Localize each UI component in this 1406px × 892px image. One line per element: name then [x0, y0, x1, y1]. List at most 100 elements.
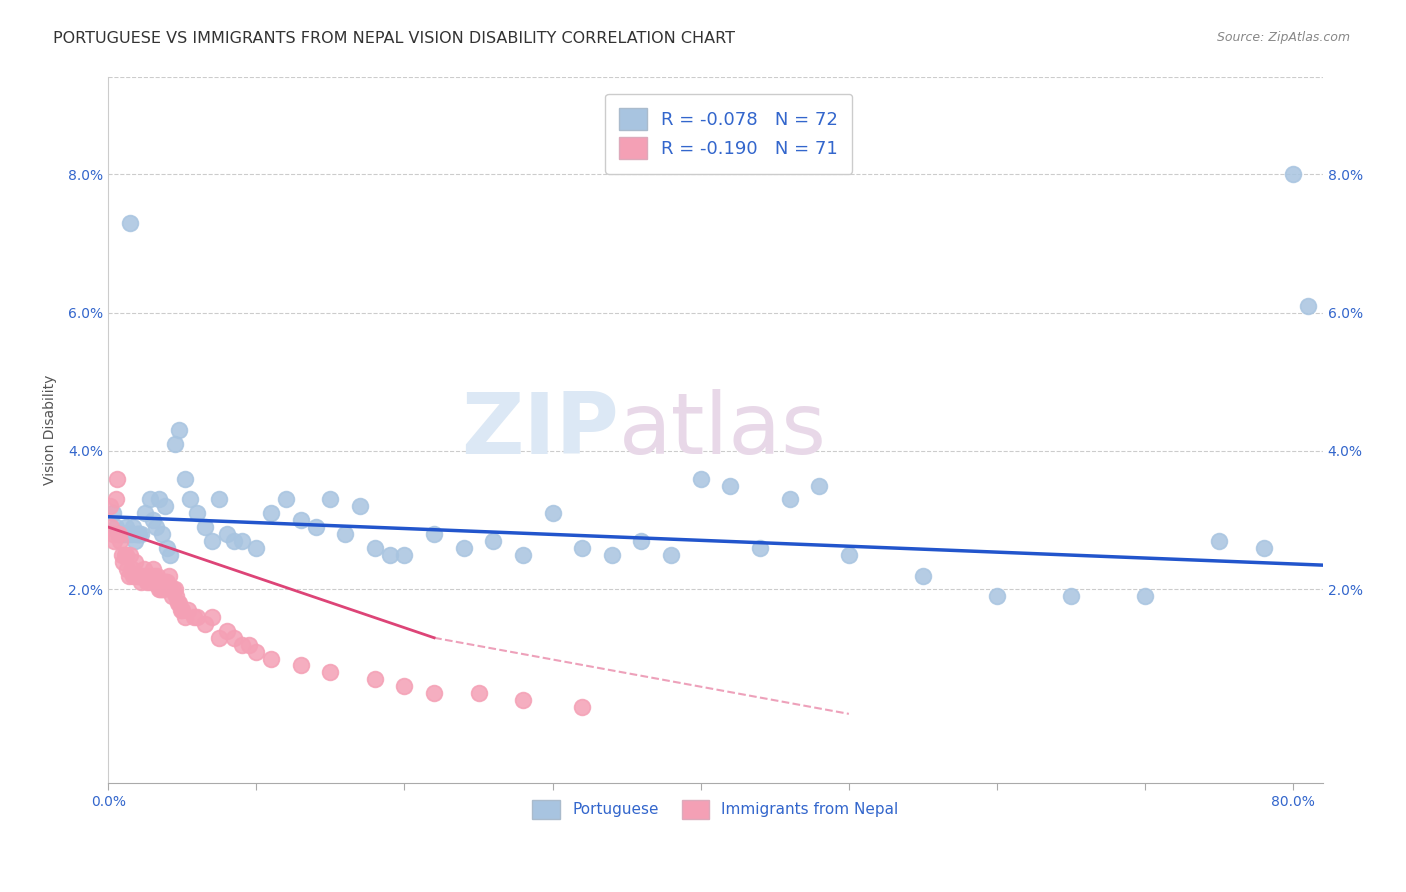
Point — [193, 616, 215, 631]
Point — [238, 638, 260, 652]
Point — [148, 492, 170, 507]
Point — [423, 686, 446, 700]
Point — [108, 527, 131, 541]
Point — [166, 596, 188, 610]
Point — [304, 520, 326, 534]
Point — [118, 568, 141, 582]
Point — [394, 548, 416, 562]
Point — [378, 548, 401, 562]
Point — [104, 520, 127, 534]
Point — [423, 527, 446, 541]
Point — [453, 541, 475, 555]
Point — [159, 548, 181, 562]
Point — [135, 575, 157, 590]
Point — [512, 693, 534, 707]
Point — [208, 492, 231, 507]
Point — [319, 492, 342, 507]
Point — [260, 506, 283, 520]
Point — [162, 582, 184, 597]
Point — [120, 548, 142, 562]
Point — [124, 533, 146, 548]
Point — [129, 527, 152, 541]
Point — [600, 548, 623, 562]
Point — [152, 582, 174, 597]
Point — [571, 700, 593, 714]
Point — [201, 533, 224, 548]
Point — [183, 610, 205, 624]
Point — [120, 216, 142, 230]
Point — [1060, 589, 1083, 603]
Point — [114, 548, 136, 562]
Point — [156, 541, 179, 555]
Point — [155, 575, 177, 590]
Point — [179, 492, 201, 507]
Point — [107, 527, 129, 541]
Point — [231, 533, 253, 548]
Point — [170, 603, 193, 617]
Point — [142, 561, 165, 575]
Point — [122, 568, 145, 582]
Point — [260, 651, 283, 665]
Point — [129, 575, 152, 590]
Point — [163, 582, 186, 597]
Point — [186, 506, 208, 520]
Point — [128, 527, 150, 541]
Point — [125, 568, 148, 582]
Point — [1253, 541, 1275, 555]
Point — [165, 589, 187, 603]
Point — [749, 541, 772, 555]
Point — [174, 610, 197, 624]
Point — [986, 589, 1008, 603]
Point — [149, 582, 172, 597]
Point — [808, 478, 831, 492]
Point — [138, 575, 160, 590]
Point — [349, 500, 371, 514]
Point — [108, 533, 131, 548]
Point — [145, 575, 167, 590]
Point — [224, 631, 246, 645]
Point — [215, 527, 238, 541]
Point — [245, 644, 267, 658]
Point — [1208, 533, 1230, 548]
Point — [659, 548, 682, 562]
Point — [117, 527, 139, 541]
Point — [104, 492, 127, 507]
Point — [177, 603, 200, 617]
Point — [128, 568, 150, 582]
Point — [630, 533, 652, 548]
Point — [169, 423, 191, 437]
Point — [124, 555, 146, 569]
Point — [224, 533, 246, 548]
Point — [141, 568, 163, 582]
Point — [145, 520, 167, 534]
Point — [172, 603, 194, 617]
Point — [482, 533, 505, 548]
Point — [101, 506, 124, 520]
Point — [335, 527, 357, 541]
Point — [1133, 589, 1156, 603]
Point — [110, 548, 132, 562]
Point — [208, 631, 231, 645]
Point — [193, 520, 215, 534]
Point — [105, 472, 128, 486]
Point — [148, 582, 170, 597]
Point — [101, 527, 124, 541]
Point — [160, 589, 183, 603]
Point — [274, 492, 297, 507]
Point — [115, 520, 138, 534]
Point — [245, 541, 267, 555]
Text: ZIP: ZIP — [461, 389, 619, 472]
Point — [121, 561, 143, 575]
Point — [150, 527, 173, 541]
Point — [718, 478, 741, 492]
Point — [1282, 167, 1305, 181]
Point — [290, 658, 312, 673]
Point — [121, 527, 143, 541]
Point — [136, 568, 159, 582]
Point — [1296, 299, 1319, 313]
Point — [112, 555, 135, 569]
Point — [107, 527, 129, 541]
Text: PORTUGUESE VS IMMIGRANTS FROM NEPAL VISION DISABILITY CORRELATION CHART: PORTUGUESE VS IMMIGRANTS FROM NEPAL VISI… — [53, 31, 735, 46]
Point — [838, 548, 860, 562]
Point — [153, 575, 176, 590]
